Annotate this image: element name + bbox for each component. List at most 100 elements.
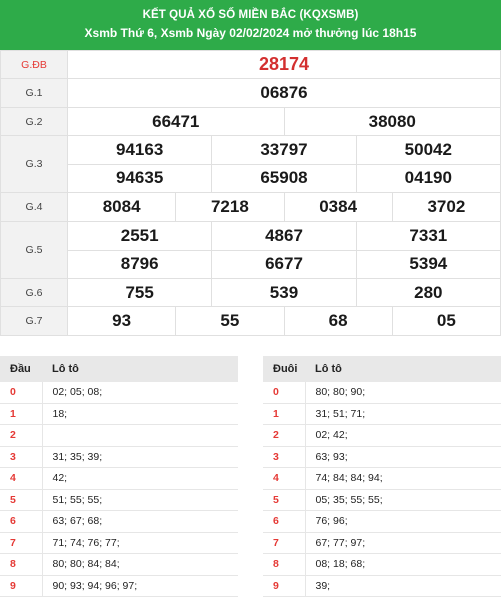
prize-row: G.1 06876 bbox=[0, 78, 501, 108]
loto-tail-values: 02; 42; bbox=[305, 424, 501, 447]
loto-tail-digit: 4 bbox=[263, 467, 306, 490]
loto-tail-values: 05; 35; 55; 55; bbox=[305, 489, 501, 511]
prize-number: 94635 bbox=[116, 168, 164, 188]
loto-tail-row: 3 63; 93; bbox=[263, 446, 501, 468]
loto-tail-values: 39; bbox=[305, 575, 501, 597]
prize-number: 33797 bbox=[211, 136, 355, 164]
loto-tail-row: 8 08; 18; 68; bbox=[263, 553, 501, 576]
prize-row: G.6 755 539 280 bbox=[0, 278, 501, 307]
prize-label: G.7 bbox=[0, 306, 68, 336]
loto-head-key-header: Đầu bbox=[0, 356, 42, 382]
loto-tail-val-header: Lô tô bbox=[305, 356, 501, 382]
prize-number-row: 8084 7218 0384 3702 bbox=[68, 193, 500, 221]
prize-number: 755 bbox=[125, 282, 154, 302]
loto-tail-row: 6 76; 96; bbox=[263, 510, 501, 533]
prize-numbers: 8084 7218 0384 3702 bbox=[67, 192, 501, 222]
loto-tail-digit: 3 bbox=[263, 446, 306, 468]
prize-number: 5394 bbox=[355, 250, 500, 278]
loto-tail-row: 1 31; 51; 71; bbox=[263, 403, 501, 425]
prize-number-row: 66471 38080 bbox=[68, 108, 500, 135]
loto-head-row: 7 71; 74; 76; 77; bbox=[0, 532, 238, 554]
loto-head-row: 5 51; 55; 55; bbox=[0, 489, 238, 511]
loto-head-val-header: Lô tô bbox=[42, 356, 238, 382]
prize-table: G.ĐB 28174 G.1 06876 G.2 66471 38080 G.3 94163 33… bbox=[0, 50, 501, 336]
draw-date-link[interactable]: Xsmb Thứ 6, Xsmb Ngày 02/02/2024 mở thưở… bbox=[84, 26, 417, 40]
prize-number-row: 94635 65908 04190 bbox=[68, 163, 500, 192]
loto-tail-values: 31; 51; 71; bbox=[305, 403, 501, 425]
loto-tail-digit: 5 bbox=[263, 489, 306, 511]
prize-numbers: 2551 4867 7331 8796 6677 5394 bbox=[67, 221, 501, 279]
prize-numbers: 66471 38080 bbox=[67, 107, 501, 136]
prize-number: 7218 bbox=[175, 193, 283, 221]
prize-number: 0384 bbox=[283, 193, 392, 221]
loto-head-row: 2 bbox=[0, 424, 238, 447]
loto-head-digit: 6 bbox=[0, 510, 43, 533]
prize-label: G.2 bbox=[0, 107, 68, 136]
loto-tail-values: 80; 80; 90; bbox=[305, 382, 501, 404]
loto-head-digit: 7 bbox=[0, 532, 43, 554]
loto-tail-row: 9 39; bbox=[263, 575, 501, 597]
prize-row: G.4 8084 7218 0384 3702 bbox=[0, 192, 501, 222]
prize-number-row: 8796 6677 5394 bbox=[68, 249, 500, 278]
prize-number: 05 bbox=[391, 307, 500, 335]
prize-number-row: 755 539 280 bbox=[68, 279, 500, 306]
loto-tail-values: 08; 18; 68; bbox=[305, 553, 501, 576]
prize-number-row: 93 55 68 05 bbox=[68, 307, 500, 335]
prize-number-row: 06876 bbox=[68, 79, 500, 107]
loto-head-digit: 2 bbox=[0, 424, 43, 447]
loto-head-values: 71; 74; 76; 77; bbox=[42, 532, 238, 554]
prize-number: 539 bbox=[211, 279, 355, 306]
loto-tail-values: 63; 93; bbox=[305, 446, 501, 468]
loto-head-digit: 0 bbox=[0, 382, 43, 404]
loto-tail-row: 7 67; 77; 97; bbox=[263, 532, 501, 554]
loto-tail-digit: 8 bbox=[263, 553, 306, 576]
loto-tail-digit: 9 bbox=[263, 575, 306, 597]
loto-head-row: 1 18; bbox=[0, 403, 238, 425]
loto-head-digit: 8 bbox=[0, 553, 43, 576]
loto-head-row: 6 63; 67; 68; bbox=[0, 510, 238, 533]
loto-head-values: 63; 67; 68; bbox=[42, 510, 238, 533]
prize-label: G.ĐB bbox=[0, 50, 68, 79]
prize-number: 93 bbox=[112, 311, 132, 330]
loto-head-row: 8 80; 80; 84; 84; bbox=[0, 553, 238, 576]
page-title: KẾT QUẢ XỔ SỐ MIỀN BẮC (KQXSMB) bbox=[142, 9, 359, 21]
prize-row: G.7 93 55 68 05 bbox=[0, 306, 501, 336]
prize-number: 65908 bbox=[211, 164, 355, 192]
prize-number: 38080 bbox=[283, 108, 501, 135]
loto-tail-row: 4 74; 84; 84; 94; bbox=[263, 467, 501, 490]
loto-tail-row: 5 05; 35; 55; 55; bbox=[263, 489, 501, 511]
prize-row: G.5 2551 4867 7331 8796 6677 5394 bbox=[0, 221, 501, 279]
prize-label: G.1 bbox=[0, 78, 68, 108]
loto-head-values: 31; 35; 39; bbox=[42, 446, 238, 468]
prize-number-row: 2551 4867 7331 bbox=[68, 222, 500, 250]
prize-number: 06876 bbox=[260, 83, 308, 102]
loto-head-row: 3 31; 35; 39; bbox=[0, 446, 238, 468]
loto-tail-digit: 6 bbox=[263, 510, 306, 533]
prize-row: G.3 94163 33797 50042 94635 65908 04190 bbox=[0, 135, 501, 193]
prize-row: G.2 66471 38080 bbox=[0, 107, 501, 136]
loto-tail-digit: 2 bbox=[263, 424, 306, 447]
prize-number: 50042 bbox=[355, 136, 500, 164]
prize-number: 8084 bbox=[102, 197, 141, 216]
loto-head-digit: 3 bbox=[0, 446, 43, 468]
prize-label: G.5 bbox=[0, 221, 68, 279]
prize-number-row: 94163 33797 50042 bbox=[68, 136, 500, 164]
prize-number: 2551 bbox=[120, 225, 159, 245]
loto-head-digit: 9 bbox=[0, 575, 43, 597]
loto-head-row: 9 90; 93; 94; 96; 97; bbox=[0, 575, 238, 597]
prize-label: G.6 bbox=[0, 278, 68, 307]
loto-tail-row: 0 80; 80; 90; bbox=[263, 382, 501, 404]
prize-number: 66471 bbox=[152, 111, 200, 131]
prize-number: 280 bbox=[355, 279, 500, 306]
loto-head-row: 0 02; 05; 08; bbox=[0, 382, 238, 404]
prize-number: 7331 bbox=[355, 222, 500, 250]
prize-numbers: 06876 bbox=[67, 78, 501, 108]
loto-head-values: 51; 55; 55; bbox=[42, 489, 238, 511]
prize-number: 6677 bbox=[211, 250, 355, 278]
special-prize-number: 28174 bbox=[258, 54, 310, 74]
loto-tail-table: Đuôi Lô tô 0 80; 80; 90; 1 31; 51; 71; 2 02; … bbox=[263, 356, 501, 597]
prize-number: 68 bbox=[283, 307, 392, 335]
loto-tail-values: 74; 84; 84; 94; bbox=[305, 467, 501, 490]
loto-tail-digit: 1 bbox=[263, 403, 306, 425]
prize-label: G.3 bbox=[0, 135, 68, 193]
